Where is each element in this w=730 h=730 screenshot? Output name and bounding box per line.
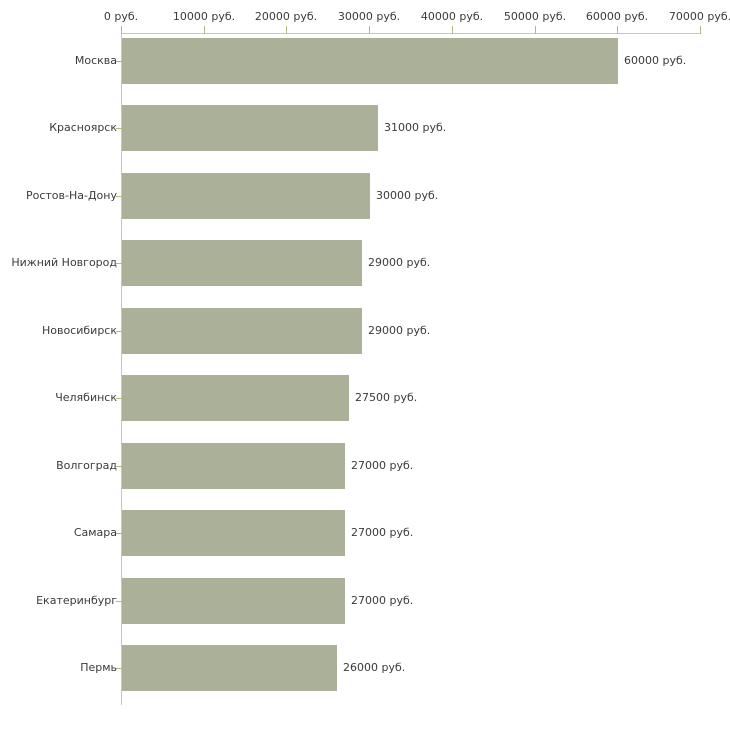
value-label: 29000 руб. [368, 256, 431, 269]
y-axis-tick-mark [116, 533, 122, 534]
bar [122, 173, 370, 219]
y-axis-tick-mark [116, 601, 122, 602]
category-label: Волгоград [56, 459, 117, 472]
x-axis-tick-label: 20000 руб. [254, 10, 318, 23]
category-label: Челябинск [55, 391, 117, 404]
x-axis-tick-mark [204, 26, 205, 34]
value-label: 31000 руб. [384, 121, 447, 134]
x-axis-tick-mark [286, 26, 287, 34]
bar [122, 645, 337, 691]
value-label: 30000 руб. [376, 189, 439, 202]
y-axis-tick-mark [116, 196, 122, 197]
bar [122, 38, 618, 84]
value-label: 27000 руб. [351, 594, 414, 607]
x-axis-tick-label: 10000 руб. [172, 10, 236, 23]
y-axis-line [121, 33, 122, 705]
category-label: Самара [73, 526, 117, 539]
y-axis-tick-mark [116, 128, 122, 129]
value-label: 27500 руб. [355, 391, 418, 404]
value-label: 60000 руб. [624, 54, 687, 67]
bar [122, 578, 345, 624]
bar [122, 105, 378, 151]
x-axis-tick-mark [452, 26, 453, 34]
x-axis-tick-label: 0 руб. [103, 10, 139, 23]
x-axis-tick-label: 70000 руб. [668, 10, 730, 23]
category-label: Екатеринбург [36, 594, 117, 607]
bar [122, 443, 345, 489]
value-label: 27000 руб. [351, 526, 414, 539]
category-label: Нижний Новгород [11, 256, 117, 269]
x-axis-tick-mark [700, 26, 701, 34]
category-label: Москва [74, 54, 117, 67]
y-axis-tick-mark [116, 398, 122, 399]
y-axis-tick-mark [116, 466, 122, 467]
category-label: Пермь [80, 661, 117, 674]
x-axis-tick-mark [535, 26, 536, 34]
x-axis-tick-label: 60000 руб. [585, 10, 649, 23]
x-axis-tick-label: 50000 руб. [503, 10, 567, 23]
bar [122, 375, 349, 421]
x-axis-tick-mark [121, 26, 122, 34]
bar [122, 308, 362, 354]
category-label: Красноярск [49, 121, 117, 134]
value-label: 26000 руб. [343, 661, 406, 674]
x-axis-tick-label: 30000 руб. [337, 10, 401, 23]
value-label: 27000 руб. [351, 459, 414, 472]
bar [122, 240, 362, 286]
y-axis-tick-mark [116, 61, 122, 62]
y-axis-tick-mark [116, 668, 122, 669]
x-axis-tick-mark [369, 26, 370, 34]
value-label: 29000 руб. [368, 324, 431, 337]
x-axis-tick-mark [617, 26, 618, 34]
category-label: Новосибирск [41, 324, 117, 337]
category-label: Ростов-На-Дону [25, 189, 117, 202]
bar [122, 510, 345, 556]
y-axis-tick-mark [116, 331, 122, 332]
x-axis-tick-label: 40000 руб. [420, 10, 484, 23]
x-axis-line [121, 33, 700, 34]
y-axis-tick-mark [116, 263, 122, 264]
